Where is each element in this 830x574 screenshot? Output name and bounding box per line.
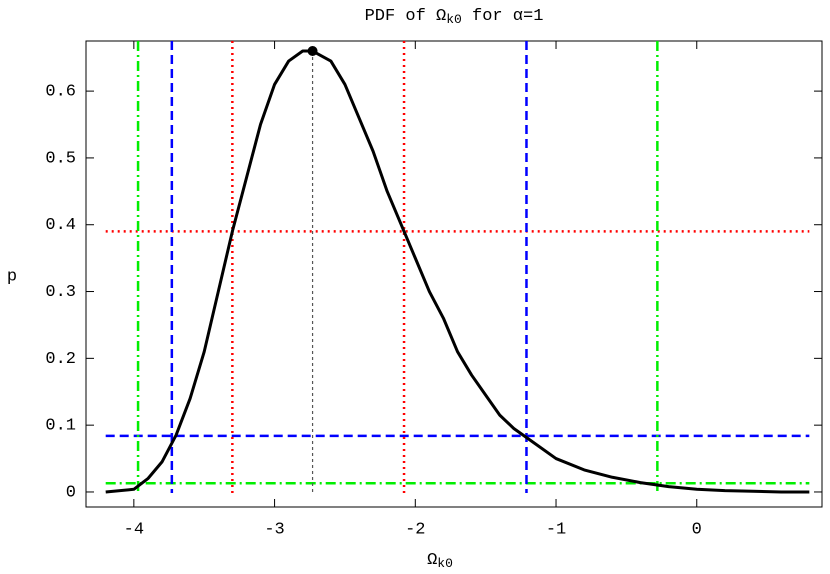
y-tick-label: 0.1: [45, 417, 76, 436]
x-axis-label: Ωk0: [427, 551, 453, 571]
pdf-curve: [105, 49, 810, 494]
x-label-subscript: k0: [437, 556, 453, 571]
mode-point: [307, 46, 318, 57]
x-tick-label: -2: [405, 520, 425, 539]
y-tick-label: 0.3: [45, 283, 76, 302]
title-part: for α=1: [462, 7, 544, 26]
plot-frame: [85, 40, 823, 508]
x-tick-label: -3: [264, 520, 284, 539]
x-tick-label: -1: [546, 520, 566, 539]
y-tick-label: 0.4: [45, 216, 76, 235]
y-tick-label: 0: [66, 483, 76, 502]
chart-title: PDF of Ωk0 for α=1: [365, 7, 544, 27]
x-label-part: Ω: [427, 551, 437, 570]
title-part: PDF of Ω: [365, 7, 447, 26]
x-tick-label: 0: [692, 520, 702, 539]
y-tick-label: 0.5: [45, 149, 76, 168]
x-tick-label: -4: [124, 520, 144, 539]
y-tick-label: 0.6: [45, 83, 76, 102]
title-subscript: k0: [446, 12, 462, 27]
y-tick-label: 0.2: [45, 350, 76, 369]
y-axis-label: p: [7, 267, 17, 286]
